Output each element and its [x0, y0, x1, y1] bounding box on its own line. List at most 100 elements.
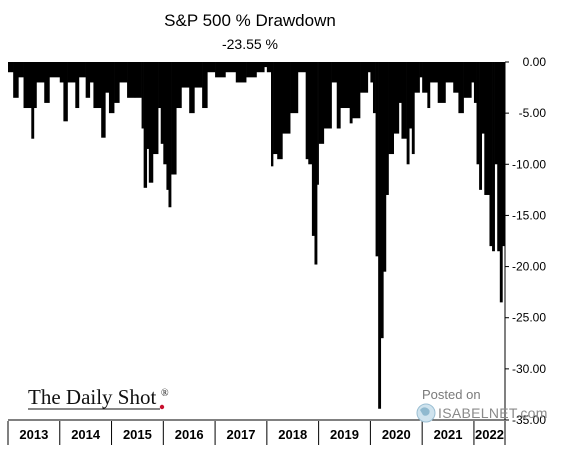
drawdown-bar [246, 62, 257, 78]
drawdown-bar [406, 62, 410, 165]
drawdown-bar [78, 62, 86, 78]
drawdown-bar [119, 62, 128, 83]
drawdown-bar [189, 62, 195, 114]
drawdown-bar [481, 62, 485, 134]
drawdown-bar [367, 62, 371, 73]
drawdown-bar [422, 62, 428, 93]
y-axis: 0.00 -5.00 -10.00 -15.00 -20.00 -25.00 -30.00 -… [504, 55, 546, 427]
drawdown-bar [388, 62, 394, 155]
drawdown-bar [168, 62, 172, 208]
drawdown-bar [75, 62, 80, 109]
drawdown-bar [143, 62, 148, 188]
drawdown-bar [349, 62, 353, 124]
drawdown-bar [264, 62, 268, 68]
drawdown-bar [484, 62, 490, 195]
isabelnet-watermark: Posted on ISABELNET.com [416, 387, 548, 423]
drawdown-bar [290, 62, 299, 114]
drawdown-bar [479, 62, 482, 190]
drawdown-bar [409, 62, 413, 129]
drawdown-bar [146, 62, 150, 149]
drawdown-bar [375, 62, 379, 257]
drawdown-bar [437, 62, 446, 103]
drawdown-bar [23, 62, 32, 109]
drawdown-bar [194, 62, 203, 88]
drawdown-bar [31, 62, 35, 139]
drawdown-bar [67, 62, 76, 83]
drawdown-bar [33, 62, 37, 109]
drawdown-bar [429, 62, 438, 83]
x-tick-label: 2016 [175, 427, 204, 442]
posted-on-text: Posted on [422, 387, 481, 402]
drawdown-bar [148, 62, 154, 183]
drawdown-bar [18, 62, 24, 78]
drawdown-bar [318, 62, 325, 144]
x-tick-label: 2015 [123, 427, 152, 442]
drawdown-bar [308, 62, 313, 165]
drawdown-bar [336, 62, 341, 129]
drawdown-bar [311, 62, 315, 236]
y-tick-label: -10.00 [512, 157, 546, 171]
logo-red-dot [159, 404, 165, 410]
drawdown-bar [158, 62, 162, 109]
drawdown-bar [152, 62, 159, 155]
drawdown-bar [134, 62, 142, 98]
drawdown-bar [271, 62, 274, 167]
drawdown-bar [463, 62, 472, 98]
drawdown-bar [497, 62, 501, 252]
x-tick-label: 2014 [71, 427, 101, 442]
drawdown-bar [166, 62, 169, 190]
watermark-text: ISABELNET.com [438, 405, 548, 421]
drawdown-bar [489, 62, 493, 247]
drawdown-bar [401, 62, 407, 139]
drawdown-bar [225, 62, 237, 73]
x-tick-label: 2018 [278, 427, 307, 442]
drawdown-bar [372, 62, 376, 114]
x-tick-label: 2022 [475, 427, 504, 442]
x-tick-label: 2017 [227, 427, 256, 442]
drawdown-bar [176, 62, 182, 109]
x-tick-label: 2019 [330, 427, 359, 442]
drawdown-bar [114, 62, 120, 103]
drawdown-bar [445, 62, 454, 83]
drawdown-bar [85, 62, 91, 98]
chart-subtitle: -23.55 % [222, 36, 278, 52]
drawdown-bar [352, 62, 361, 119]
drawdown-bar [385, 62, 389, 195]
drawdown-bar [207, 62, 216, 73]
daily-shot-logo: The Daily Shot ® [28, 385, 169, 410]
drawdown-bar [314, 62, 318, 265]
y-tick-label: -35.00 [512, 413, 546, 427]
drawdown-bar [340, 62, 350, 109]
drawdown-bar [419, 62, 423, 78]
drawdown-bar [273, 62, 278, 155]
drawdown-bar [414, 62, 420, 93]
drawdown-bar [378, 62, 382, 409]
drawdown-bar [305, 62, 309, 160]
drawdown-bar [471, 62, 475, 83]
chart-title: S&P 500 % Drawdown [164, 11, 336, 30]
drawdown-bar [398, 62, 402, 103]
drawdown-bar [105, 62, 110, 93]
drawdown-bar [13, 62, 19, 98]
drawdown-bar [323, 62, 332, 129]
drawdown-bar [492, 62, 495, 252]
y-tick-label: -20.00 [512, 260, 546, 274]
drawdown-bar [101, 62, 106, 138]
drawdown-bar [427, 62, 431, 109]
x-tick-label: 2020 [382, 427, 411, 442]
drawdown-bar [215, 62, 226, 78]
drawdown-bar [282, 62, 291, 134]
drawdown-bar [266, 62, 272, 73]
drawdown-bar [499, 62, 503, 303]
drawdown-bar [235, 62, 247, 83]
x-tick-label: 2013 [19, 427, 48, 442]
x-tick-label: 2021 [434, 427, 463, 442]
drawdown-bar [380, 62, 384, 339]
drawdown-bar [494, 62, 498, 165]
drawdown-bar [383, 62, 387, 272]
drawdown-bar [297, 62, 306, 73]
drawdown-bar [59, 62, 64, 83]
drawdown-bar [458, 62, 464, 114]
globe-icon-land [420, 407, 430, 416]
